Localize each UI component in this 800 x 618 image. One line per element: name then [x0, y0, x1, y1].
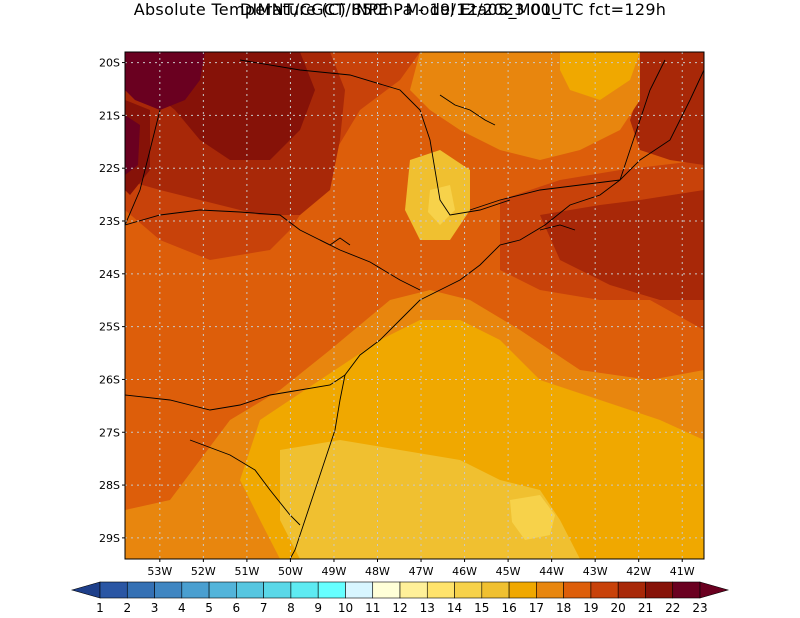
lat-label: 29S	[99, 532, 120, 545]
temperature-field	[125, 52, 704, 559]
field-region-16	[280, 440, 580, 559]
colorbar-label: 9	[314, 601, 322, 615]
lat-label: 24S	[99, 268, 120, 281]
colorbar-swatch	[317, 581, 346, 599]
colorbar	[70, 581, 730, 599]
latitude-labels: 20S 21S 22S 23S 24S 25S 26S 27S 28S 29S	[99, 57, 125, 545]
colorbar-label: 15	[474, 601, 489, 615]
state-border-ms	[125, 109, 161, 226]
lon-label: 49W	[322, 565, 347, 578]
lon-label: 51W	[234, 565, 259, 578]
river-detail-2	[319, 237, 351, 246]
colorbar-swatch	[399, 581, 428, 599]
map-title-line-2: Absolute Temperature (C) 850hPa - 19/12/…	[133, 0, 667, 19]
field-region-15	[510, 495, 555, 540]
lon-label: 42W	[626, 565, 651, 578]
colorbar-swatch	[454, 581, 483, 599]
colorbar-swatch	[126, 581, 155, 599]
colorbar-swatch	[672, 581, 701, 599]
map-title-line-1: DIMNT/CGCT/INPE - Model Eta05_M01_	[239, 0, 561, 19]
field-region-17-north	[560, 52, 640, 100]
lon-label: 52W	[191, 565, 216, 578]
state-border-pr-sc	[125, 374, 346, 411]
colorbar-label: 22	[665, 601, 680, 615]
field-region-21-east	[540, 190, 704, 300]
colorbar-swatch	[263, 581, 292, 599]
lat-label: 21S	[99, 109, 120, 122]
colorbar-arrow-high	[699, 581, 730, 599]
colorbar-label: 17	[529, 601, 544, 615]
colorbar-swatch	[236, 581, 264, 599]
boundaries	[125, 59, 704, 559]
colorbar-label: 10	[338, 601, 353, 615]
field-region-21-northeast	[630, 52, 704, 165]
colorbar-swatch	[290, 581, 319, 599]
state-border-mg-es	[619, 59, 666, 181]
colorbar-swatch	[208, 581, 237, 599]
graticule	[125, 52, 704, 559]
colorbar-labels: 1 2 3 4 5 6 7 8 9 10 11 12 13 14 15 16 17 18 19 20 21 22 23	[96, 601, 707, 615]
colorbar-label: 6	[233, 601, 241, 615]
colorbar-arrow-low	[70, 581, 101, 599]
lon-label: 47W	[409, 565, 434, 578]
river-detail-3	[539, 224, 576, 231]
colorbar-label: 16	[501, 601, 516, 615]
colorbar-swatch	[590, 581, 619, 599]
colorbar-label: 14	[447, 601, 462, 615]
colorbar-swatch	[645, 581, 674, 599]
colorbar-label: 21	[638, 601, 653, 615]
state-border-mg-rj	[469, 179, 621, 211]
colorbar-swatch	[181, 581, 210, 599]
colorbar-label: 4	[178, 601, 186, 615]
lon-label: 53W	[147, 565, 172, 578]
lat-label: 28S	[99, 479, 120, 492]
lon-label: 44W	[539, 565, 564, 578]
lat-label: 25S	[99, 321, 120, 334]
state-border-sp-pr	[125, 209, 421, 291]
colorbar-label: 7	[260, 601, 268, 615]
state-border-sc-rs	[189, 439, 301, 526]
colorbar-swatch	[372, 581, 401, 599]
colorbar-label: 2	[123, 601, 131, 615]
colorbar-label: 1	[96, 601, 104, 615]
lat-label: 20S	[99, 57, 120, 70]
lat-label: 27S	[99, 426, 120, 439]
lat-label: 26S	[99, 373, 120, 386]
lat-label: 23S	[99, 215, 120, 228]
field-region-23-west	[125, 115, 140, 175]
colorbar-swatch	[508, 581, 537, 599]
colorbar-label: 23	[692, 601, 707, 615]
lon-label: 48W	[365, 565, 390, 578]
colorbar-swatch	[481, 581, 510, 599]
colorbar-swatch	[563, 581, 592, 599]
field-region-23	[125, 52, 205, 110]
longitude-labels: 53W 52W 51W 50W 49W 48W 47W 46W 45W 44W 43W 42W 41W	[147, 559, 695, 578]
colorbar-label: 13	[420, 601, 435, 615]
field-region-15-small	[428, 185, 455, 225]
map-frame	[124, 51, 705, 560]
colorbar-swatch	[536, 581, 564, 599]
colorbar-swatch	[617, 581, 646, 599]
lon-label: 41W	[670, 565, 695, 578]
colorbar-label: 12	[392, 601, 407, 615]
colorbar-label: 11	[365, 601, 380, 615]
lon-label: 50W	[278, 565, 303, 578]
colorbar-swatch	[99, 581, 128, 599]
state-border-mg-sp	[239, 59, 511, 216]
lon-label: 45W	[496, 565, 521, 578]
lat-label: 22S	[99, 162, 120, 175]
colorbar-swatch	[154, 581, 183, 599]
colorbar-label: 8	[287, 601, 295, 615]
colorbar-swatch	[345, 581, 374, 599]
colorbar-label: 18	[556, 601, 571, 615]
colorbar-label: 19	[583, 601, 598, 615]
colorbar-label: 3	[151, 601, 159, 615]
lon-label: 46W	[452, 565, 477, 578]
colorbar-label: 20	[611, 601, 626, 615]
lon-label: 43W	[583, 565, 608, 578]
river-detail-1	[439, 94, 496, 126]
colorbar-label: 5	[205, 601, 213, 615]
colorbar-swatch	[426, 581, 455, 599]
